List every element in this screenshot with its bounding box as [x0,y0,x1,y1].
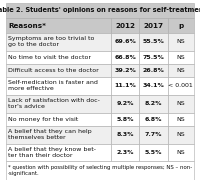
Bar [6,64,111,77]
Text: NS: NS [177,150,185,155]
Bar [6,51,111,64]
Bar [139,113,168,126]
Text: NS: NS [177,55,185,60]
Text: NS: NS [177,68,185,73]
Bar [168,95,194,113]
Text: 5.8%: 5.8% [117,117,134,122]
Text: 75.5%: 75.5% [143,55,165,60]
Text: Difficult access to the doctor: Difficult access to the doctor [8,68,99,73]
Text: 2017: 2017 [144,22,164,29]
Bar [111,64,139,77]
Bar [6,33,111,51]
Bar [111,113,139,126]
Text: 55.5%: 55.5% [143,39,165,44]
Bar [168,64,194,77]
Text: NS: NS [177,132,185,137]
Bar [6,77,111,95]
Text: Reasons*: Reasons* [8,22,46,29]
Text: 39.2%: 39.2% [114,68,136,73]
Bar [6,161,194,180]
Bar [168,113,194,126]
Bar [6,3,194,18]
Text: 2.3%: 2.3% [117,150,134,155]
Bar [111,18,139,33]
Text: 9.2%: 9.2% [117,101,134,106]
Text: 2012: 2012 [115,22,135,29]
Text: 69.6%: 69.6% [114,39,136,44]
Text: 11.1%: 11.1% [114,83,136,88]
Text: p: p [178,22,183,29]
Text: No money for the visit: No money for the visit [8,117,78,122]
Bar [168,144,194,161]
Text: Lack of satisfaction with doc-
tor's advice: Lack of satisfaction with doc- tor's adv… [8,98,100,109]
Bar [6,95,111,113]
Text: 5.5%: 5.5% [145,150,162,155]
Bar [139,33,168,51]
Text: 7.7%: 7.7% [145,132,162,137]
Bar [6,126,111,144]
Text: Table 2. Students' opinions on reasons for self-treatment: Table 2. Students' opinions on reasons f… [0,7,200,14]
Text: 66.8%: 66.8% [114,55,136,60]
Text: 6.8%: 6.8% [145,117,162,122]
Bar [139,18,168,33]
Bar [139,51,168,64]
Bar [6,113,111,126]
Bar [6,18,111,33]
Bar [111,144,139,161]
Bar [111,126,139,144]
Bar [168,126,194,144]
Bar [6,144,111,161]
Text: Self-medication is faster and
more effective: Self-medication is faster and more effec… [8,80,98,91]
Bar [168,51,194,64]
Bar [111,77,139,95]
Text: * question with possibility of selecting multiple responses; NS – non-
-signific: * question with possibility of selecting… [8,165,192,176]
Bar [139,144,168,161]
Bar [111,95,139,113]
Bar [111,33,139,51]
Text: NS: NS [177,117,185,122]
Text: 34.1%: 34.1% [143,83,165,88]
Text: 8.2%: 8.2% [145,101,162,106]
Bar [168,77,194,95]
Text: < 0.001: < 0.001 [168,83,193,88]
Text: A belief that they can help
themselves better: A belief that they can help themselves b… [8,129,92,140]
Bar [139,126,168,144]
Text: No time to visit the doctor: No time to visit the doctor [8,55,91,60]
Text: A belief that they know bet-
ter than their doctor: A belief that they know bet- ter than th… [8,147,96,158]
Text: Symptoms are too trivial to
go to the doctor: Symptoms are too trivial to go to the do… [8,36,94,47]
Bar [168,33,194,51]
Text: 8.3%: 8.3% [117,132,134,137]
Text: NS: NS [177,39,185,44]
Bar [139,95,168,113]
Bar [111,51,139,64]
Bar [139,64,168,77]
Bar [139,77,168,95]
Bar [168,18,194,33]
Text: 26.8%: 26.8% [143,68,165,73]
Text: NS: NS [177,101,185,106]
